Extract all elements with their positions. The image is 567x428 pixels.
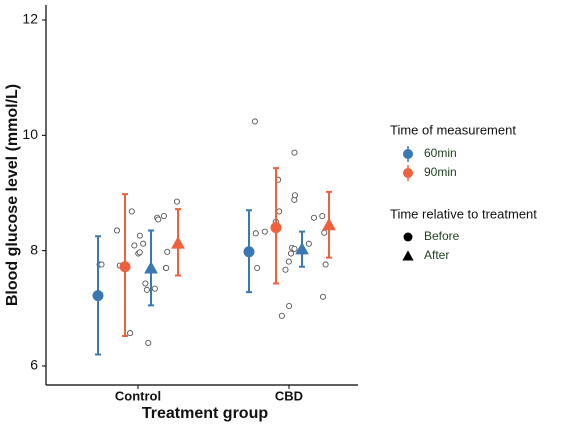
mean-marker [119,261,131,273]
raw-point [151,285,158,292]
legend-key [403,149,413,159]
legend-label: Before [424,229,460,243]
raw-point [136,232,143,239]
raw-point [252,230,259,237]
raw-point [305,240,312,247]
raw-point [282,266,289,273]
y-tick-label: 10 [22,126,38,142]
raw-point [98,261,105,268]
x-tick-label: Control [115,388,161,403]
mean-marker [92,290,104,302]
legend-label: 60min [424,146,457,160]
raw-point [160,212,167,220]
y-tick-label: 8 [30,241,38,257]
raw-point [287,250,295,257]
x-axis-label: Treatment group [142,405,268,422]
raw-point [128,208,135,215]
raw-point [145,339,152,346]
raw-point [286,302,293,310]
legend-title: Time of measurement [390,122,516,137]
raw-point [276,208,283,215]
raw-point [136,249,143,256]
y-tick-label: 6 [30,357,38,373]
raw-point [251,118,258,125]
y-tick-label: 12 [22,11,38,27]
legend-key [402,250,414,261]
mean-marker [322,217,336,231]
mean-marker [144,261,158,274]
legend-key [403,168,413,178]
x-tick-label: CBD [275,388,303,403]
raw-point [254,264,261,271]
raw-point [261,228,268,235]
raw-point [163,264,170,271]
raw-point [140,240,147,247]
raw-point [285,258,292,265]
raw-point [322,261,329,268]
raw-point [291,245,298,252]
raw-point [113,227,121,234]
raw-point [131,242,138,249]
raw-point [320,293,327,300]
legend-title: Time relative to treatment [390,206,537,221]
legend-key [403,232,413,242]
raw-point [142,280,149,287]
raw-point [319,212,326,220]
raw-point [155,216,162,223]
mean-marker [171,236,185,249]
mean-marker [243,246,255,258]
y-axis-label: Blood glucose level (mmol/L) [4,84,21,306]
mean-marker [295,242,309,255]
raw-point [278,312,285,319]
legend-label: After [424,248,449,262]
raw-point [127,330,134,337]
legend-label: 90min [424,165,457,179]
raw-point [173,198,181,205]
raw-point [164,248,171,255]
raw-point [310,214,318,221]
raw-point [291,149,298,156]
raw-point [321,229,328,236]
mean-marker [270,222,282,234]
raw-point [291,192,299,199]
raw-point [143,286,150,293]
